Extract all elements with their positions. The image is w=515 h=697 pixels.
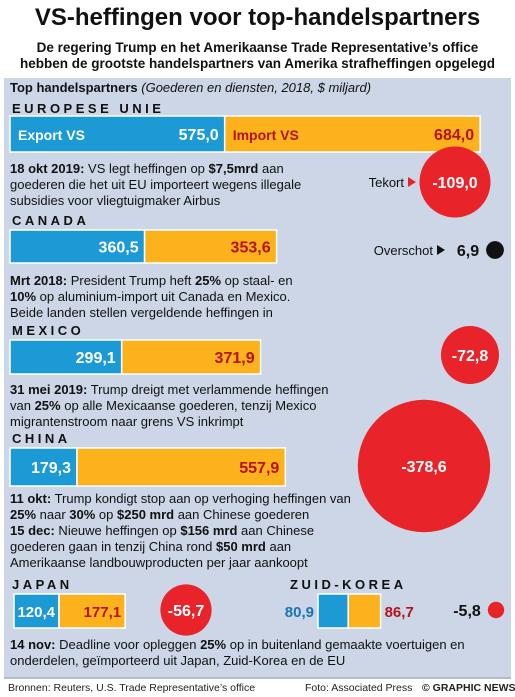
subtitle-line-2: hebben de grootste handelspartners van A…	[19, 56, 496, 71]
balance-value-japan: -56,7	[168, 603, 205, 620]
note-canada: Mrt 2018: President Trump heft 25% op st…	[10, 273, 293, 320]
balance-value-europese-unie: -109,0	[432, 175, 477, 192]
section-unit: (Goederen en diensten, 2018, $ miljard)	[141, 80, 372, 95]
import-bar-china	[76, 447, 287, 487]
legend-export-label: Export VS	[18, 127, 85, 143]
import-value-china: 557,9	[239, 460, 279, 477]
legend-deficit-label: Tekort	[369, 175, 405, 190]
legend-surplus-label: Overschot	[374, 243, 434, 258]
import-bar-zuid-korea	[347, 593, 382, 629]
footer-photo-credit: Foto: Associated Press	[305, 682, 413, 694]
import-bar-japan	[58, 593, 126, 629]
export-value-mexico: 299,1	[76, 350, 116, 367]
import-bar-mexico	[120, 339, 262, 375]
import-value-zuid-korea: 86,7	[385, 604, 414, 621]
footer-copyright: © GRAPHIC NEWS	[422, 682, 515, 694]
export-value-china: 179,3	[31, 460, 71, 477]
balance-value-canada: 6,9	[457, 243, 479, 260]
import-value-canada: 353,6	[231, 240, 271, 257]
country-label-canada: CANADA	[12, 213, 90, 228]
export-value-zuid-korea: 80,9	[285, 604, 314, 621]
note-mexico: 31 mei 2019: Trump dreigt met verlammend…	[10, 382, 329, 429]
export-bar-canada	[9, 229, 146, 264]
balance-circle-mexico	[441, 326, 499, 384]
export-bar-europese-unie	[9, 115, 226, 153]
export-bar-china	[9, 447, 78, 487]
country-label-japan: JAPAN	[12, 577, 73, 592]
balance-circle-zuid-korea	[487, 601, 505, 619]
export-value-europese-unie: 575,0	[179, 127, 219, 144]
deficit-arrow-icon	[408, 177, 416, 187]
country-label-south-korea: ZUID-KOREA	[290, 577, 407, 592]
import-value-mexico: 371,9	[215, 350, 255, 367]
footer-sources: Bronnen: Reuters, U.S. Trade Representat…	[8, 682, 256, 694]
note-china-1: 11 okt: Trump kondigt stop aan op verhog…	[10, 491, 351, 522]
export-value-canada: 360,5	[99, 240, 139, 257]
surplus-arrow-icon	[437, 245, 445, 255]
balance-circle-china	[357, 399, 491, 533]
section-heading-label: Top handelspartners	[10, 80, 138, 95]
note-eu: 18 okt 2019: VS legt heffingen op $7,5mr…	[10, 161, 302, 208]
export-value-japan: 120,4	[17, 604, 55, 621]
note-japan-korea: 14 nov: Deadline voor opleggen 25% op in…	[10, 637, 465, 668]
legend-import-label: Import VS	[233, 127, 299, 143]
import-bar-canada	[143, 229, 278, 264]
import-bar-europese-unie	[223, 115, 481, 153]
note-china-2: 15 dec: Nieuwe heffingen op $156 mrd aan…	[10, 523, 315, 570]
balance-value-mexico: -72,8	[452, 348, 489, 365]
country-label-eu: EUROPESE UNIE	[12, 101, 165, 116]
import-value-japan: 177,1	[84, 604, 122, 621]
country-label-china: CHINA	[12, 431, 71, 446]
balance-value-china: -378,6	[401, 459, 446, 476]
import-value-europese-unie: 684,0	[434, 127, 474, 144]
balance-circle-canada	[486, 241, 504, 259]
balance-value-zuid-korea: -5,8	[453, 603, 481, 620]
balance-circle-europese-unie	[419, 146, 491, 218]
balance-circle-japan	[160, 584, 212, 636]
subtitle-line-1: De regering Trump en het Amerikaanse Tra…	[36, 40, 479, 55]
export-bar-japan	[13, 593, 60, 629]
export-bar-zuid-korea	[317, 593, 349, 629]
section-heading: Top handelspartners (Goederen en dienste…	[10, 80, 371, 95]
page-title: VS-heffingen voor top-handelspartners	[34, 4, 481, 31]
country-label-mexico: MEXICO	[12, 323, 85, 338]
